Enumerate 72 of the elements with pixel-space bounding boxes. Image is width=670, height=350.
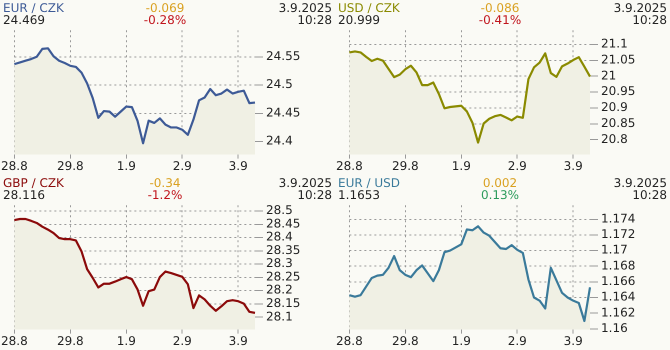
x-tick-label: 2.9 [508,334,527,348]
x-tick-label: 1.9 [452,334,471,348]
text: 3.9.2025 [614,176,667,190]
chart-title: EUR / CZK [3,1,64,15]
y-tick-label: 1.162 [601,305,636,320]
chart-title: GBP / CZK [3,176,64,190]
y-tick-label: 28.5 [266,203,293,218]
text: -1.2% [146,188,184,202]
y-tick-label: 20.9 [601,100,628,114]
x-tick-label: 29.8 [392,158,419,173]
y-tick-label: 24.4 [266,134,293,148]
y-tick-label: 20.95 [601,84,636,98]
text: -0.28% [142,13,188,27]
x-tick-label: 3.9 [564,334,583,348]
y-tick-label: 20.8 [601,132,628,146]
y-tick-label: 28.1 [266,309,293,324]
y-tick-label: 28.45 [266,216,300,230]
y-tick-label: 28.35 [266,242,300,257]
x-tick-label: 2.9 [508,158,527,173]
text: 3.9.2025 [614,1,667,15]
y-tick-label: 28.25 [266,269,300,284]
chart-title: USD / CZK [338,1,400,15]
y-tick-label: 24.45 [266,105,300,120]
y-tick-label: 21.1 [601,36,628,51]
text: -0.34 [148,176,182,190]
x-tick-label: 1.9 [452,158,471,173]
x-tick-label: 28.8 [336,158,363,173]
y-tick-label: 28.4 [266,230,293,244]
x-tick-label: 3.9 [564,158,583,173]
x-tick-label: 28.8 [336,334,363,348]
y-tick-label: 28.2 [266,282,293,297]
y-tick-label: 1.174 [601,211,636,226]
x-tick-label: 3.9 [228,158,248,173]
y-tick-label: 28.3 [266,256,293,270]
y-tick-label: 20.85 [601,116,636,130]
text: -0.41% [478,13,522,27]
chart-subtitle: 20.999 [338,13,380,27]
x-tick-label: 2.9 [172,158,192,173]
y-tick-label: 1.16 [601,320,628,335]
x-tick-label: 28.8 [1,158,28,173]
y-tick-label: 21 [601,68,616,82]
text: -0.086 [480,1,520,15]
chart-subtitle: 1.1653 [338,188,380,202]
x-tick-label: 1.9 [116,334,136,348]
x-tick-label: 29.8 [56,158,84,173]
text: -0.069 [144,1,186,15]
chart-subtitle: 24.469 [3,13,45,27]
text: 10:28 [297,13,332,27]
y-tick-label: 1.17 [601,242,628,257]
y-tick-label: 24.55 [266,48,300,63]
x-tick-label: 3.9 [228,334,248,348]
chart-title: EUR / USD [338,176,400,190]
y-tick-label: 24.5 [266,77,293,92]
y-tick-label: 1.172 [601,227,636,242]
text: 10:28 [632,188,667,202]
y-tick-label: 28.15 [266,296,300,310]
text: 10:28 [632,13,667,27]
text: 10:28 [297,188,332,202]
y-tick-label: 1.164 [601,290,636,304]
x-tick-label: 2.9 [172,334,192,348]
y-tick-label: 1.168 [601,258,636,272]
x-tick-label: 1.9 [116,158,136,173]
chart-subtitle: 28.116 [3,188,45,202]
y-tick-label: 1.166 [601,274,636,288]
text: 3.9.2025 [278,176,332,190]
x-tick-label: 29.8 [56,334,84,348]
y-tick-label: 21.05 [601,52,636,66]
text: 0.13% [480,188,520,202]
x-tick-label: 29.8 [392,334,419,348]
x-tick-label: 28.8 [1,334,28,348]
text: 3.9.2025 [278,1,332,15]
text: 0.002 [482,176,518,190]
